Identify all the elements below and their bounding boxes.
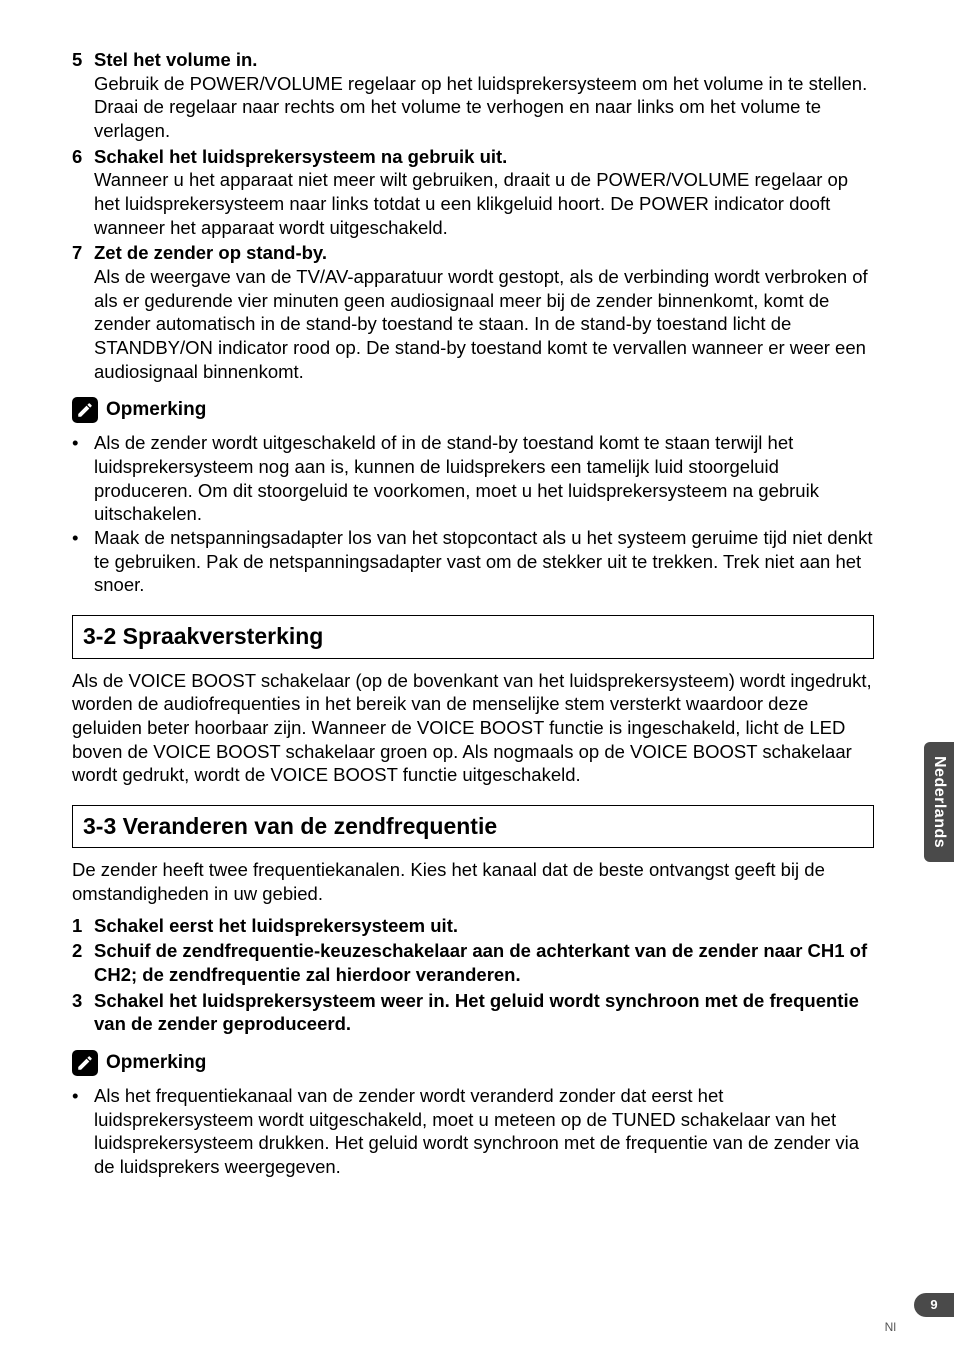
step-7: 7 Zet de zender op stand-by. Als de weer… [72,241,874,383]
page-number-badge: 9 [914,1293,954,1317]
step-body: Wanneer u het apparaat niet meer wilt ge… [94,169,848,237]
list-item: •Als de zender wordt uitgeschakeld of in… [72,431,874,526]
page-number: 9 [930,1297,937,1314]
list-item: •Maak de netspanningsadapter los van het… [72,526,874,597]
step-heading: Zet de zender op stand-by. [94,242,327,263]
section-heading-3-2: 3-2 Spraakversterking [72,615,874,658]
note-title: Opmerking [106,1051,206,1075]
note-header: Opmerking [72,1050,874,1076]
note-title: Opmerking [106,398,206,422]
note-list-2: •Als het frequentiekanaal van de zender … [72,1084,874,1179]
step-heading: Schuif de zendfrequentie-keuzeschakelaar… [94,940,867,985]
section-heading-3-3: 3-3 Veranderen van de zendfrequentie [72,805,874,848]
step-heading: Stel het volume in. [94,49,257,70]
step-heading: Schakel het luidsprekersysteem na gebrui… [94,146,507,167]
step-number: 7 [72,241,94,383]
step-b3: 3 Schakel het luidsprekersysteem weer in… [72,989,874,1036]
footer-code: Nl [885,1320,896,1335]
step-number: 2 [72,939,94,986]
steps-group-b: 1 Schakel eerst het luidsprekersysteem u… [72,914,874,1036]
language-tab-label: Nederlands [929,756,949,848]
step-number: 3 [72,989,94,1036]
section-body-3-3: De zender heeft twee frequentiekanalen. … [72,858,874,905]
list-item: •Als het frequentiekanaal van de zender … [72,1084,874,1179]
note-list-1: •Als de zender wordt uitgeschakeld of in… [72,431,874,597]
step-number: 5 [72,48,94,143]
step-6: 6 Schakel het luidsprekersysteem na gebr… [72,145,874,240]
step-body: Als de weergave van de TV/AV-apparatuur … [94,266,868,382]
section-body-3-2: Als de VOICE BOOST schakelaar (op de bov… [72,669,874,787]
pencil-icon [72,397,98,423]
step-heading: Schakel eerst het luidsprekersysteem uit… [94,915,458,936]
step-b2: 2 Schuif de zendfrequentie-keuzeschakela… [72,939,874,986]
step-heading: Schakel het luidsprekersysteem weer in. … [94,990,859,1035]
note-header: Opmerking [72,397,874,423]
step-b1: 1 Schakel eerst het luidsprekersysteem u… [72,914,874,938]
step-body: Gebruik de POWER/VOLUME regelaar op het … [94,73,867,141]
pencil-icon [72,1050,98,1076]
step-5: 5 Stel het volume in. Gebruik de POWER/V… [72,48,874,143]
steps-group-a: 5 Stel het volume in. Gebruik de POWER/V… [72,48,874,383]
step-number: 6 [72,145,94,240]
language-tab: Nederlands [924,742,954,862]
step-number: 1 [72,914,94,938]
